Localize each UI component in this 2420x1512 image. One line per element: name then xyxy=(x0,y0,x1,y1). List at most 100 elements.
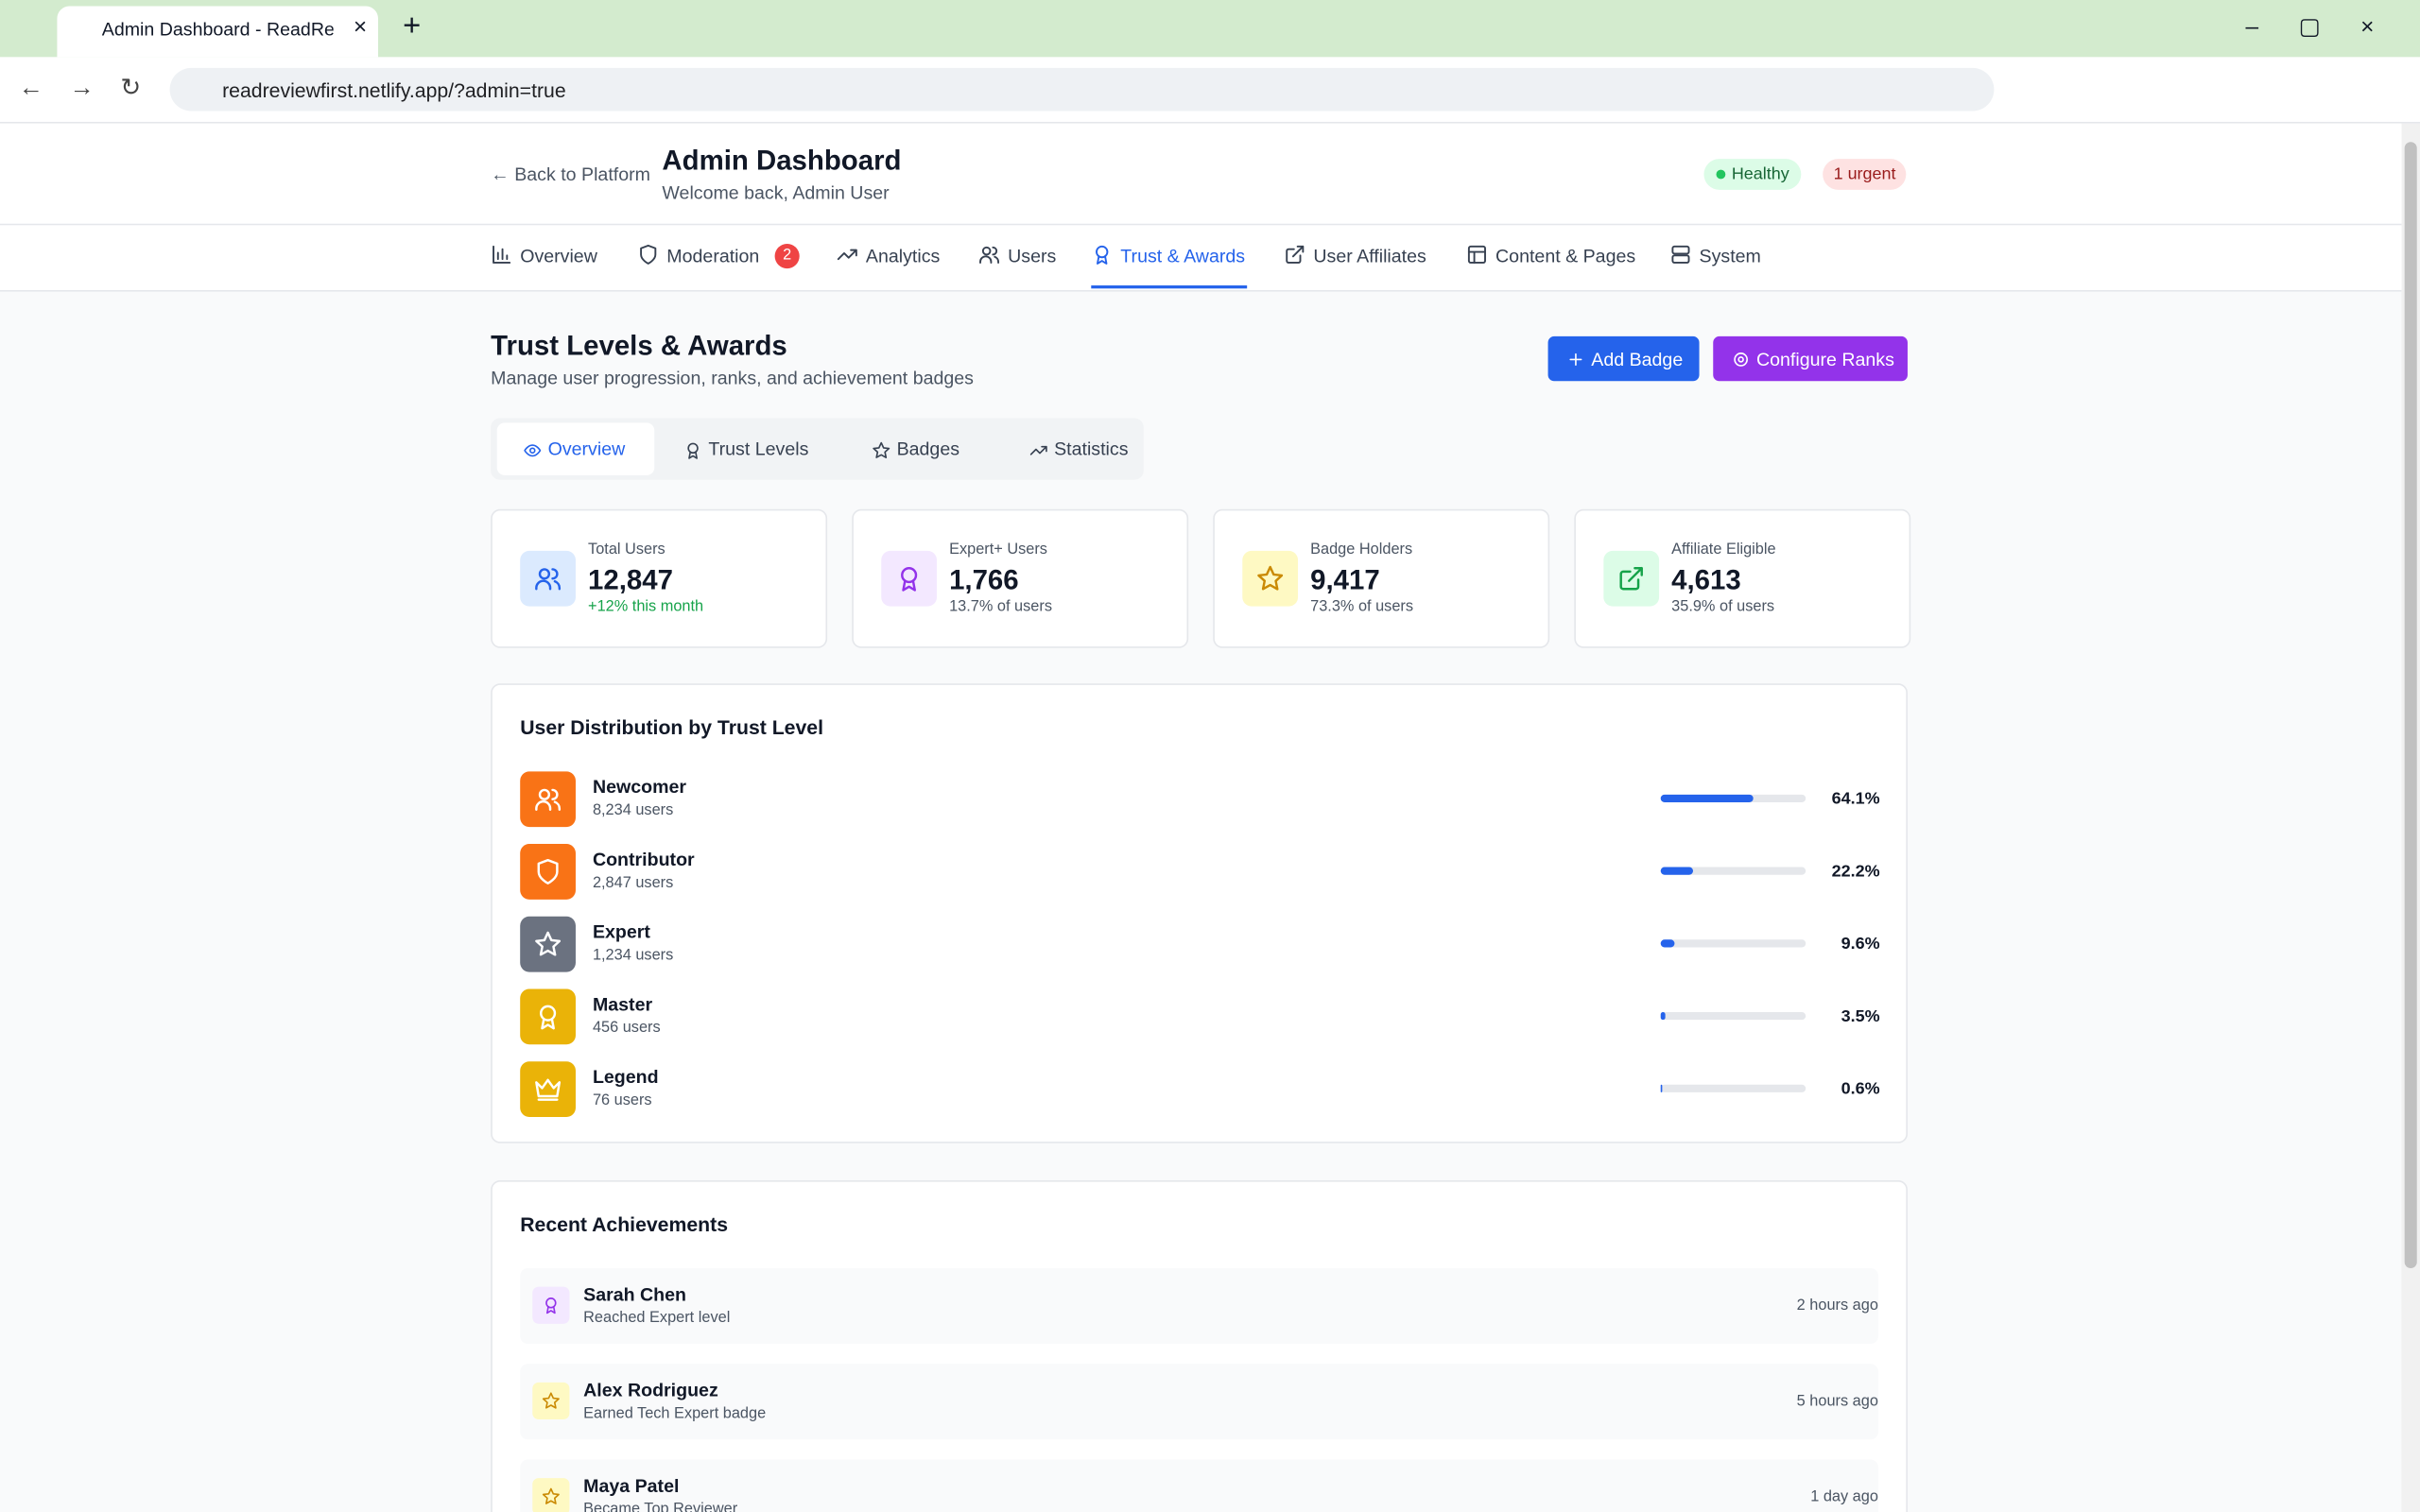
nav-item[interactable]: Moderation xyxy=(666,245,760,267)
level-users: 8,234 users xyxy=(592,801,674,819)
title: Admin Dashboard xyxy=(662,145,902,177)
level-icon xyxy=(520,771,576,828)
achievement-icon xyxy=(532,1286,570,1324)
level-name: Contributor xyxy=(592,848,695,870)
nav-item[interactable]: Overview xyxy=(520,245,597,267)
progress-track xyxy=(1660,1012,1806,1021)
stat-icon xyxy=(1603,550,1660,607)
stat-label: Affiliate Eligible xyxy=(1671,541,1776,559)
nav-item[interactable]: Analytics xyxy=(865,245,941,267)
achievement-name: Sarah Chen xyxy=(583,1283,687,1306)
level-icon xyxy=(520,916,576,972)
tab-close[interactable]: × xyxy=(353,13,368,41)
stat-label: Badge Holders xyxy=(1310,541,1413,559)
nav-buttons[interactable]: ←→↻ xyxy=(18,75,167,102)
achievement-row: Maya Patel Became Top Reviewer 1 day ago xyxy=(520,1459,1878,1512)
achievements-card: Recent Achievements Sarah Chen Reached Exp… xyxy=(491,1179,1908,1512)
progress-fill xyxy=(1660,867,1693,875)
header xyxy=(0,123,2402,226)
achievement-name: Alex Rodriguez xyxy=(583,1379,718,1401)
level-users: 1,234 users xyxy=(592,947,674,965)
nav-item[interactable]: Trust & Awards xyxy=(1120,245,1246,267)
tab[interactable] xyxy=(57,6,378,58)
action-button[interactable]: Configure Ranks xyxy=(1713,335,1908,382)
address-bar[interactable] xyxy=(169,67,1995,112)
button-label: Add Badge xyxy=(1591,348,1684,370)
nav-item[interactable]: Content & Pages xyxy=(1495,245,1636,267)
stat-card: Badge Holders 9,417 73.3% of users xyxy=(1213,508,1550,648)
nav-badge: 2 xyxy=(774,243,800,269)
action-button[interactable]: Add Badge xyxy=(1547,335,1700,382)
back-link[interactable]: ← Back to Platform xyxy=(491,163,650,185)
achievement-icon xyxy=(532,1478,570,1512)
level-users: 2,847 users xyxy=(592,874,674,892)
level-percent: 3.5% xyxy=(1841,1007,1880,1026)
level-name: Legend xyxy=(592,1066,659,1089)
nav-icon xyxy=(637,244,659,273)
achievement-icon xyxy=(532,1382,570,1420)
stat-note: +12% this month xyxy=(588,598,704,616)
achievement-time: 5 hours ago xyxy=(1796,1393,1878,1411)
stat-card: Affiliate Eligible 4,613 35.9% of users xyxy=(1574,508,1911,648)
urgent-badge: 1 urgent xyxy=(1823,159,1907,190)
nav-icon xyxy=(837,244,858,273)
sub-tab[interactable]: Trust Levels xyxy=(708,438,809,460)
level-name: Newcomer xyxy=(592,776,687,799)
level-percent: 64.1% xyxy=(1831,789,1880,809)
nav-icon xyxy=(1091,244,1113,273)
stat-label: Expert+ Users xyxy=(949,541,1047,559)
new-tab[interactable]: + xyxy=(403,9,422,43)
status-dot xyxy=(1716,169,1726,180)
stat-value: 12,847 xyxy=(588,564,673,596)
stat-note: 73.3% of users xyxy=(1310,598,1414,616)
nav-item[interactable]: Users xyxy=(1008,245,1057,267)
stat-icon xyxy=(1242,550,1299,607)
achievement-time: 1 day ago xyxy=(1810,1488,1878,1506)
button-icon xyxy=(1566,349,1585,376)
achievement-row: Sarah Chen Reached Expert level 2 hours ag… xyxy=(520,1268,1878,1345)
nav-icon xyxy=(491,244,512,273)
nav-bar xyxy=(0,225,2402,292)
section-title: Recent Achievements xyxy=(520,1212,729,1236)
stat-note: 13.7% of users xyxy=(949,598,1053,616)
nav-item[interactable]: System xyxy=(1699,245,1761,267)
progress-fill xyxy=(1660,1012,1667,1021)
nav-item[interactable]: User Affiliates xyxy=(1313,245,1426,267)
level-icon xyxy=(520,1061,576,1118)
distribution-card: User Distribution by Trust Level Newcomer… xyxy=(491,683,1908,1143)
achievement-action: Earned Tech Expert badge xyxy=(583,1405,767,1423)
progress-track xyxy=(1660,939,1806,948)
nav-icon xyxy=(1670,244,1692,273)
stat-value: 1,766 xyxy=(949,564,1019,596)
stat-note: 35.9% of users xyxy=(1671,598,1775,616)
sub-tab[interactable]: Overview xyxy=(547,438,626,460)
progress-track xyxy=(1660,867,1806,875)
level-name: Expert xyxy=(592,920,650,943)
tab-icon xyxy=(683,439,702,467)
stat-card: Total Users 12,847 +12% this month xyxy=(491,508,828,648)
nav-icon xyxy=(978,244,1000,273)
level-percent: 22.2% xyxy=(1831,862,1880,882)
nav-icon xyxy=(1284,244,1305,273)
window-controls[interactable]: –▢× xyxy=(2245,13,2414,41)
section-title: User Distribution by Trust Level xyxy=(520,715,824,740)
page-subtitle: Manage user progression, ranks, and achi… xyxy=(491,367,974,389)
sub-tab[interactable]: Statistics xyxy=(1054,438,1129,460)
tab-icon xyxy=(1029,439,1048,467)
url: readreviewfirst.netlify.app/?admin=true xyxy=(222,78,566,102)
achievement-action: Reached Expert level xyxy=(583,1310,731,1328)
progress-track xyxy=(1660,1084,1806,1092)
achievement-time: 2 hours ago xyxy=(1796,1297,1878,1315)
level-users: 76 users xyxy=(592,1091,652,1109)
subtitle: Welcome back, Admin User xyxy=(662,181,890,204)
level-percent: 0.6% xyxy=(1841,1079,1880,1099)
progress-fill xyxy=(1660,939,1675,948)
stat-icon xyxy=(520,550,576,607)
sub-tab[interactable]: Badges xyxy=(896,438,960,460)
level-icon xyxy=(520,988,576,1045)
stat-value: 9,417 xyxy=(1310,564,1380,596)
nav-icon xyxy=(1466,244,1488,273)
